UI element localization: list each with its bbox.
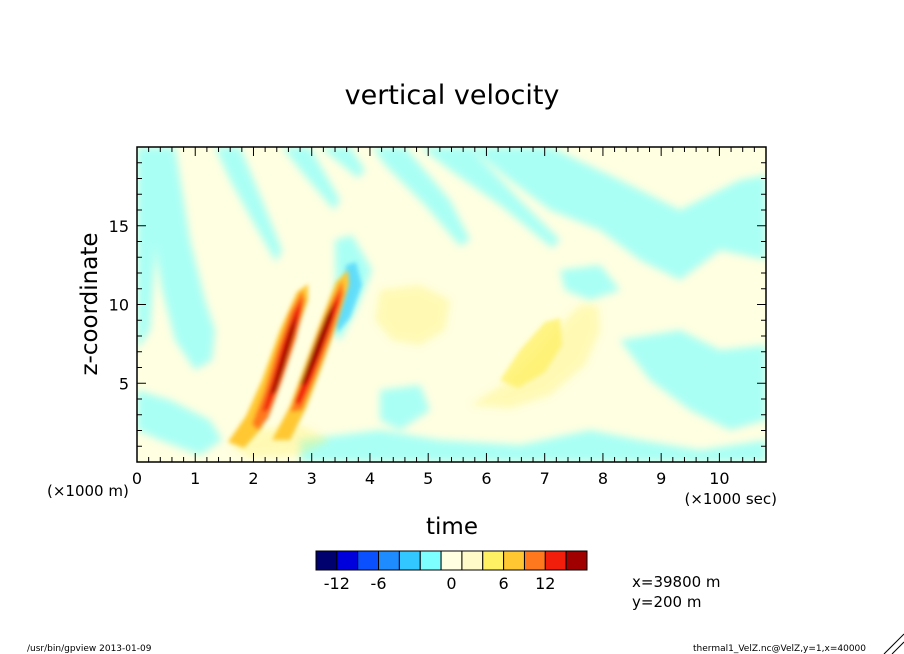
negative-regions	[137, 147, 766, 462]
colorbar-tick-label: -12	[324, 574, 350, 593]
y-axis-label: z-coordinate	[77, 232, 103, 375]
plot-frame	[136, 146, 767, 463]
colorbar-swatch	[523, 550, 546, 571]
colorbar: -12 -6 0 6 12	[315, 550, 588, 593]
colorbar-swatch	[565, 550, 588, 571]
x-tick-label: 2	[248, 469, 258, 488]
colorbar-swatch	[398, 550, 421, 571]
colorbar-swatch	[315, 550, 338, 571]
x-tick-label: 8	[598, 469, 608, 488]
colorbar-swatch	[336, 550, 359, 571]
x-tick-label: 3	[307, 469, 317, 488]
x-tick-label: 5	[423, 469, 433, 488]
heatmap-background	[137, 147, 766, 462]
colorbar-swatch	[419, 550, 442, 571]
x-tick-label: 1	[190, 469, 200, 488]
colorbar-swatch	[357, 550, 380, 571]
x-axis-unit: (×1000 sec)	[684, 490, 777, 508]
annotation-x: x=39800 m	[632, 573, 721, 591]
colorbar-tick-label: -6	[371, 574, 387, 593]
y-tick-label: 10	[109, 296, 129, 315]
colorbar-swatch	[440, 550, 463, 571]
colorbar-tick-label: 0	[446, 574, 456, 593]
colorbar-swatch	[503, 550, 525, 571]
y-tick-label: 15	[109, 217, 129, 236]
x-tick-label: 0	[132, 469, 142, 488]
colorbar-tick-label: 6	[499, 574, 509, 593]
colorbar-tick-label: 12	[535, 574, 555, 593]
x-axis: 0 1 2 3 4 5 6 7 8 9 10	[132, 469, 730, 488]
negative-band	[334, 262, 362, 332]
y-axis-unit: (×1000 m)	[47, 482, 129, 500]
positive-region-right	[500, 318, 562, 388]
colorbar-swatch	[378, 550, 400, 571]
heatmap-field	[137, 147, 766, 462]
footer-right: thermal1_VelZ.nc@VelZ,y=1,x=40000	[693, 644, 866, 654]
x-tick-label: 7	[540, 469, 550, 488]
positive-band-right	[272, 270, 349, 440]
y-tick-label: 5	[119, 374, 129, 393]
x-axis-label: time	[426, 514, 478, 540]
colorbar-swatch	[461, 550, 484, 571]
corner-mark	[883, 633, 904, 654]
chart-title: vertical velocity	[345, 80, 560, 111]
positive-band-left	[228, 284, 308, 448]
annotation-y: y=200 m	[632, 593, 701, 611]
footer-left: /usr/bin/gpview 2013-01-09	[27, 644, 152, 654]
x-tick-label: 4	[365, 469, 375, 488]
x-tick-label: 6	[481, 469, 491, 488]
colorbar-swatch	[544, 550, 567, 571]
y-axis: 5 10 15	[109, 217, 129, 394]
x-tick-label: 9	[656, 469, 666, 488]
x-tick-label: 10	[709, 469, 729, 488]
colorbar-swatch	[482, 550, 505, 571]
